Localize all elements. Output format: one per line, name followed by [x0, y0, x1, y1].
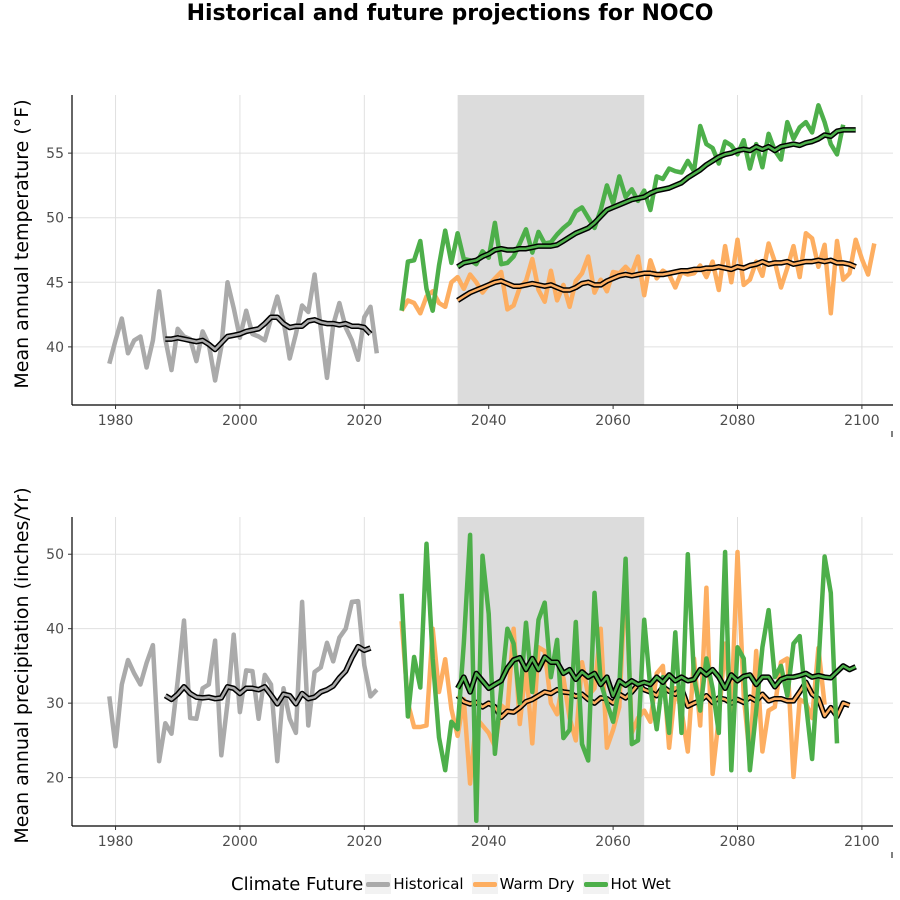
x-tick-label: 1980: [98, 413, 134, 429]
x-tick-label: 2020: [347, 834, 383, 850]
y-tick-label: 40: [46, 622, 64, 638]
series-outline-historical-10-yr-mean: [163, 643, 372, 707]
y-axis-title: Mean annual temperature (°F): [11, 99, 33, 388]
x-tick-label: 2040: [471, 834, 507, 850]
legend-label-hot-wet: Hot Wet: [610, 875, 671, 893]
legend-item-hot-wet: Hot Wet: [582, 874, 671, 894]
series-line-hot-wet: [399, 103, 846, 313]
y-tick-label: 50: [46, 211, 64, 227]
legend: Climate Future Historical Warm Dry Hot W…: [231, 872, 679, 896]
x-tick-label: 2040: [471, 413, 507, 429]
x-tick-label: 2100: [844, 413, 880, 429]
y-tick-label: 45: [46, 275, 64, 291]
series-line-warm-dry: [399, 549, 827, 786]
shaded-period: [457, 95, 645, 405]
y-tick-label: 30: [46, 696, 64, 712]
x-tick-label: 2080: [720, 413, 756, 429]
series-line-historical: [107, 272, 380, 383]
x-tick-label: 2060: [595, 413, 631, 429]
x-tick-label: 2100: [844, 834, 880, 850]
legend-item-warm-dry: Warm Dry: [471, 874, 575, 894]
x-tick-label: 2000: [222, 834, 258, 850]
legend-key-historical: [365, 874, 392, 894]
series-line-hot-wet-10-yr-mean: [456, 128, 856, 268]
panel-temperature: 1980 2000 2020 2040 2060 2080 2100 40 45 50 55 Mean…: [11, 95, 893, 437]
series-line-historical-10-yr-mean: [165, 315, 372, 351]
legend-item-historical: Historical: [365, 874, 464, 894]
series-line-historical-10-yr-mean: [164, 645, 371, 706]
y-tick-label: 40: [46, 340, 64, 356]
y-tick-label: 20: [46, 771, 64, 787]
legend-title: Climate Future: [231, 873, 364, 895]
series-line-hot-wet-10-yr-mean: [456, 655, 857, 697]
x-tick-label: 2020: [347, 413, 383, 429]
chart-title: Historical and future projections for NO…: [186, 1, 714, 26]
y-axis-title: Mean annual precipitation (inches/Yr): [11, 487, 33, 843]
x-tick-label: 2060: [595, 834, 631, 850]
y-tick-label: 55: [46, 146, 64, 162]
legend-key-hot-wet: [582, 874, 609, 894]
y-tick-label: 50: [46, 547, 64, 563]
legend-label-historical: Historical: [393, 875, 464, 893]
legend-key-warm-dry: [471, 874, 498, 894]
panel-precipitation: 1980 2000 2020 2040 2060 2080 2100 20 30 40 50 Mean…: [11, 487, 893, 858]
series-line-warm-dry-10-yr-mean: [456, 681, 850, 719]
legend-label-warm-dry: Warm Dry: [499, 875, 575, 893]
series-line-warm-dry-10-yr-mean: [456, 259, 857, 302]
x-tick-label: 1980: [98, 834, 134, 850]
x-tick-label: 2000: [222, 413, 258, 429]
x-tick-label: 2080: [720, 834, 756, 850]
